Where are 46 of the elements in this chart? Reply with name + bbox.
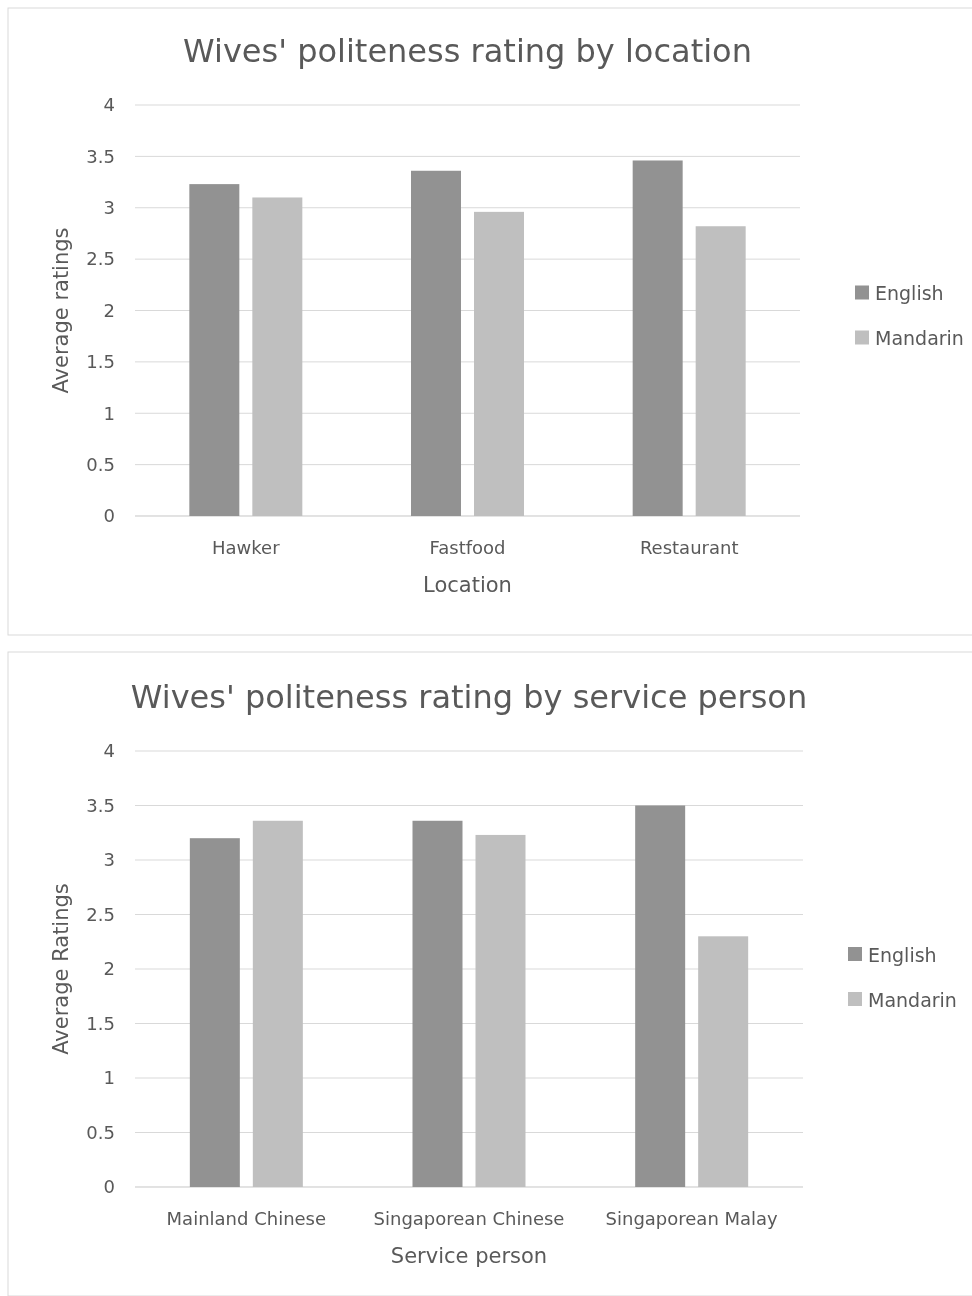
y-tick-label: 2.5 xyxy=(86,248,115,270)
y-tick-label: 3 xyxy=(103,197,115,219)
y-axis-title: Average ratings xyxy=(49,227,73,394)
y-tick-label: 1 xyxy=(103,402,115,424)
bar xyxy=(411,170,461,516)
y-tick-label: 3.5 xyxy=(86,794,115,816)
x-tick-label: Singaporean Chinese xyxy=(373,1208,565,1229)
y-tick-label: 3.5 xyxy=(86,145,115,167)
x-axis-title: Service person xyxy=(390,1244,548,1268)
x-tick-label: Hawker xyxy=(212,537,281,558)
bar xyxy=(635,805,686,1187)
bar xyxy=(189,184,240,516)
bar xyxy=(475,834,526,1187)
y-tick-label: 4 xyxy=(103,740,115,762)
x-tick-label: Singaporean Malay xyxy=(605,1208,779,1229)
chart-title: Wives' politeness rating by location xyxy=(183,32,752,70)
chart-title: Wives' politeness rating by service person xyxy=(130,678,808,716)
y-tick-label: 2.5 xyxy=(86,903,115,925)
y-tick-label: 0 xyxy=(103,1176,115,1198)
y-tick-label: 2 xyxy=(103,299,115,321)
bar xyxy=(474,211,524,516)
legend-label: Mandarin xyxy=(868,988,957,1011)
bar xyxy=(698,936,749,1187)
y-tick-label: 1.5 xyxy=(86,1012,115,1034)
legend-label: English xyxy=(875,282,944,305)
y-tick-label: 4 xyxy=(103,94,115,116)
bar xyxy=(189,838,240,1187)
bar xyxy=(632,160,683,516)
bar xyxy=(412,820,463,1187)
y-axis-title: Average Ratings xyxy=(49,883,73,1055)
y-tick-label: 1.5 xyxy=(86,351,115,373)
y-tick-label: 0.5 xyxy=(86,1121,115,1143)
y-tick-label: 0.5 xyxy=(86,453,115,475)
y-tick-label: 1 xyxy=(103,1067,115,1089)
x-axis-title: Location xyxy=(423,573,512,597)
bar xyxy=(695,226,746,516)
y-tick-label: 0 xyxy=(103,505,115,527)
y-tick-label: 3 xyxy=(103,849,115,871)
legend-label: Mandarin xyxy=(875,327,964,350)
y-tick-label: 2 xyxy=(103,958,115,980)
x-tick-label: Mainland Chinese xyxy=(166,1208,327,1229)
x-tick-label: Restaurant xyxy=(639,537,739,558)
bar xyxy=(252,820,303,1187)
x-tick-label: Fastfood xyxy=(429,537,506,558)
bar xyxy=(252,197,303,516)
legend-label: English xyxy=(868,943,937,966)
